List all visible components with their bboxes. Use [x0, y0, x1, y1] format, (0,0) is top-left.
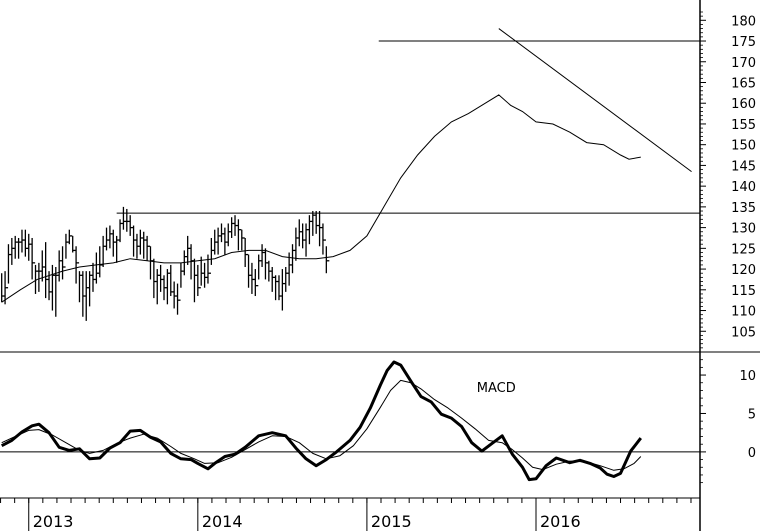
price-y-tick-label: 145	[731, 159, 756, 174]
price-y-tick-label: 155	[731, 118, 756, 133]
price-y-tick-label: 105	[731, 325, 756, 340]
price-y-tick-label: 170	[731, 56, 756, 71]
price-y-tick-label: 150	[731, 139, 756, 154]
price-y-tick-label: 130	[731, 222, 756, 237]
macd-series-line	[1, 360, 642, 482]
price-y-tick-label: 120	[731, 263, 756, 278]
price-y-tick-label: 135	[731, 201, 756, 216]
price-y-tick-label: 125	[731, 242, 756, 257]
price-y-tick-label: 175	[731, 35, 756, 50]
price-y-tick-label: 180	[731, 14, 756, 29]
price-y-tick-label: 110	[731, 305, 756, 320]
macd-y-tick-label: 0	[748, 446, 756, 461]
year-label: 2016	[540, 512, 581, 531]
year-label: 2013	[33, 512, 74, 531]
price-y-tick-label: 115	[731, 284, 756, 299]
macd-panel: 0 5 10 MACD	[0, 359, 756, 484]
year-label: 2014	[202, 512, 243, 531]
downtrend-line	[498, 28, 692, 173]
price-y-tick-label: 165	[731, 76, 756, 91]
macd-y-tick-label: 10	[739, 369, 756, 384]
signal-series-line	[1, 379, 642, 471]
moving-average-line	[1, 94, 641, 303]
price-panel: 105 110 115 120 125 130 135 140 145 150 155 160 165 1…	[1, 11, 756, 349]
macd-y-tick-label: 5	[748, 407, 756, 422]
macd-annotation: MACD	[477, 381, 516, 396]
year-label: 2015	[371, 512, 412, 531]
price-y-tick-label: 160	[731, 97, 756, 112]
x-axis: 2013 2014 2015 2016	[0, 498, 692, 531]
price-y-tick-label: 140	[731, 180, 756, 195]
